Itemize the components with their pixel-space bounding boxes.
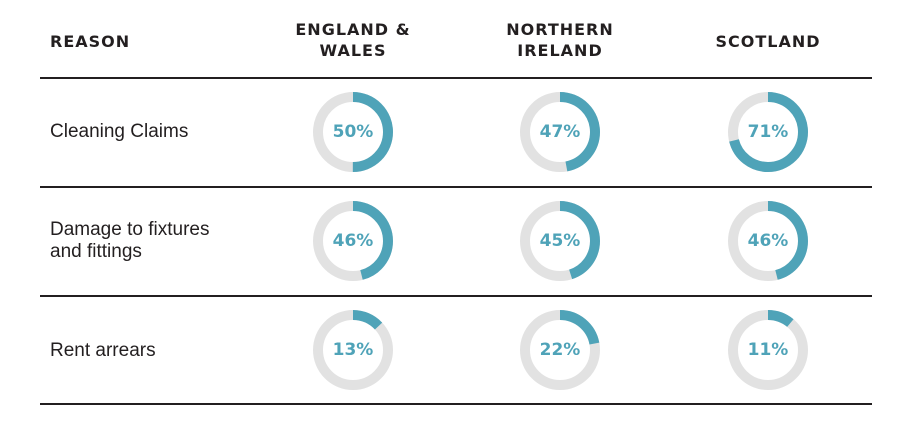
- row-rule-3: [40, 403, 872, 405]
- donut-svg: [728, 201, 808, 281]
- donut-percent-label: 11%: [747, 340, 789, 360]
- donut-value-arc: [313, 92, 393, 172]
- donut-percent-label: 50%: [332, 122, 374, 142]
- donut-svg: [728, 92, 808, 172]
- donut-percent-label: 46%: [747, 231, 789, 251]
- donut-svg: [313, 310, 393, 390]
- header-scotland-line1: SCOTLAND: [715, 32, 821, 51]
- header-england-wales-line2: WALES: [319, 41, 387, 60]
- donut-percent-label: 13%: [332, 340, 374, 360]
- donut-percent-label: 71%: [747, 122, 789, 142]
- header-northern-ireland-line1: NORTHERN: [506, 20, 614, 39]
- header-northern-ireland-line2: IRELAND: [517, 41, 603, 60]
- donut-value-arc: [728, 92, 808, 172]
- header-scotland: SCOTLAND: [668, 31, 868, 52]
- donut-svg: [728, 310, 808, 390]
- donut-svg: [520, 201, 600, 281]
- donut-cleaning-claims-england-wales: 50%: [311, 90, 395, 174]
- donut-svg: [520, 92, 600, 172]
- row-rule-1: [40, 186, 872, 188]
- donut-svg: [313, 201, 393, 281]
- header-england-wales: ENGLAND & WALES: [253, 19, 453, 61]
- header-rule: [40, 77, 872, 79]
- donut-value-arc: [520, 92, 600, 172]
- row-label-cleaning-claims: Cleaning Claims: [50, 121, 188, 143]
- row-label-damage-fixtures-line1: Damage to fixtures: [50, 219, 210, 240]
- donut-percent-label: 22%: [539, 340, 581, 360]
- row-rule-2: [40, 295, 872, 297]
- donut-percent-label: 45%: [539, 231, 581, 251]
- row-label-damage-fixtures: Damage to fixtures and fittings: [50, 219, 209, 263]
- donut-value-arc: [520, 201, 600, 281]
- donut-cleaning-claims-scotland: 71%: [726, 90, 810, 174]
- header-reason: REASON: [50, 32, 131, 51]
- row-label-damage-fixtures-line2: and fittings: [50, 241, 142, 262]
- row-label-cleaning-claims-line1: Cleaning Claims: [50, 121, 189, 142]
- donut-value-arc: [520, 310, 600, 390]
- donut-damage-fixtures-england-wales: 46%: [311, 199, 395, 283]
- row-label-rent-arrears-line1: Rent arrears: [50, 340, 156, 361]
- donut-rent-arrears-england-wales: 13%: [311, 308, 395, 392]
- donut-value-arc: [728, 310, 808, 390]
- donut-value-arc: [313, 201, 393, 281]
- donut-percent-label: 46%: [332, 231, 374, 251]
- donut-damage-fixtures-scotland: 46%: [726, 199, 810, 283]
- donut-value-arc: [313, 310, 393, 390]
- donut-svg: [313, 92, 393, 172]
- donut-svg: [520, 310, 600, 390]
- donut-rent-arrears-scotland: 11%: [726, 308, 810, 392]
- header-england-wales-line1: ENGLAND &: [295, 20, 411, 39]
- donut-value-arc: [728, 201, 808, 281]
- donut-percent-label: 47%: [539, 122, 581, 142]
- donut-damage-fixtures-northern-ireland: 45%: [518, 199, 602, 283]
- donut-cleaning-claims-northern-ireland: 47%: [518, 90, 602, 174]
- donut-rent-arrears-northern-ireland: 22%: [518, 308, 602, 392]
- row-label-rent-arrears: Rent arrears: [50, 340, 156, 362]
- header-northern-ireland: NORTHERN IRELAND: [460, 19, 660, 61]
